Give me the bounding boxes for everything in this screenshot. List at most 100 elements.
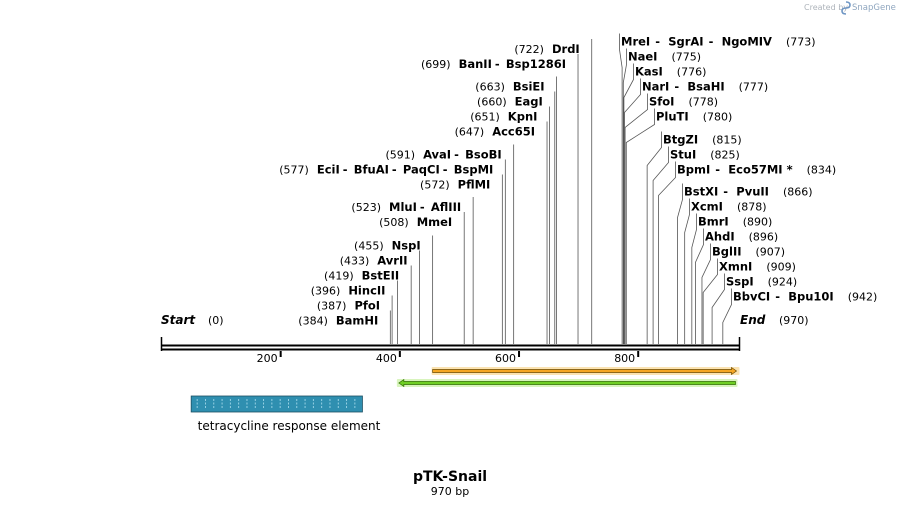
enzyme-name: MmeI [417, 215, 453, 229]
enzyme-name: EagI [515, 95, 543, 109]
site-position: (773) [786, 36, 816, 49]
site-hincii[interactable]: (396) HincII [311, 284, 386, 298]
site-position: (815) [712, 134, 742, 147]
site-naei[interactable]: NaeI (775) [628, 50, 701, 64]
site-ecii[interactable]: (577) EciI - BfuAI - PaqCI - BspMI [279, 163, 493, 177]
site-position: (780) [703, 111, 733, 124]
leader-line [684, 198, 690, 344]
site-position: (508) [379, 216, 409, 229]
tetracycline-response-element[interactable] [190, 395, 363, 413]
site-eagi[interactable]: (660) EagI [477, 95, 543, 109]
leader-line [702, 258, 718, 344]
site-bstxi[interactable]: BstXI - PvuII (866) [684, 185, 813, 199]
start-label: Start [161, 313, 196, 327]
site-position: (777) [739, 81, 769, 94]
enzyme-separator: - [343, 163, 348, 177]
site-bsteii[interactable]: (419) BstEII [324, 269, 399, 283]
enzyme-name: PluTI [656, 110, 689, 124]
site-mlui[interactable]: (523) MluI - AflIII [351, 200, 461, 214]
site-drdi[interactable]: (722) DrdI [514, 42, 579, 56]
site-pfoi[interactable]: (387) PfoI [317, 299, 380, 313]
site-position: (825) [710, 149, 740, 162]
leader-line [722, 288, 732, 344]
enzyme-separator: - [775, 290, 780, 304]
ruler-tick-label: 200 [257, 352, 278, 365]
site-sspi[interactable]: SspI (924) [726, 275, 797, 289]
restriction-sites-left: (384) BamHI(387) PfoI (396) HincII(419) BstEI… [279, 42, 579, 328]
site-ahdi[interactable]: AhdI (896) [705, 230, 778, 244]
site-bsiei[interactable]: (663) BsiEI [475, 80, 544, 94]
site-btgzi[interactable]: BtgZI (815) [663, 133, 742, 147]
enzyme-separator: - [392, 163, 397, 177]
watermark-text: Created by [804, 3, 848, 12]
site-position: (384) [298, 315, 328, 328]
sequence-backbone [160, 337, 741, 351]
leader-line [625, 108, 655, 344]
enzyme-name: BamHI [336, 314, 378, 328]
site-stui[interactable]: StuI (825) [670, 148, 740, 162]
enzyme-name: BbvCI [733, 290, 770, 304]
site-position: (419) [324, 270, 354, 283]
site-position: (699) [421, 58, 451, 71]
enzyme-name: NgoMIV [722, 35, 772, 49]
site-avrii[interactable]: (433) AvrII [340, 254, 408, 268]
site-acc65i[interactable]: (647) Acc65I [455, 125, 535, 139]
site-position: (942) [848, 291, 878, 304]
enzyme-name: KpnI [508, 110, 538, 124]
enzyme-name: XmnI [719, 260, 752, 274]
site-position: (909) [766, 261, 796, 274]
enzyme-name: KasI [635, 65, 663, 79]
reverse-orf-arrow[interactable] [398, 378, 736, 388]
site-position: (396) [311, 285, 341, 298]
enzyme-name: SfoI [649, 95, 674, 109]
site-position: (647) [455, 126, 485, 139]
enzyme-separator: - [655, 35, 660, 49]
enzyme-name: AhdI [705, 230, 735, 244]
site-pflmi[interactable]: (572) PflMI [420, 178, 490, 192]
enzyme-name: Bpu10I [788, 290, 833, 304]
site-position: (577) [279, 164, 309, 177]
enzyme-name: BmrI [698, 215, 729, 229]
leader-line [677, 183, 683, 344]
forward-orf-arrow[interactable] [432, 366, 738, 376]
start-position: (0) [208, 314, 224, 327]
site-xcmi[interactable]: XcmI (878) [691, 200, 767, 214]
watermark-brand: SnapGene [852, 3, 896, 13]
enzyme-name: BstXI [684, 185, 718, 199]
site-bpmi[interactable]: BpmI - Eco57MI * (834) [677, 163, 836, 177]
enzyme-name: BstEII [362, 269, 400, 283]
site-avai[interactable]: (591) AvaI - BsoBI [385, 148, 501, 162]
site-kpni[interactable]: (651) KpnI [470, 110, 537, 124]
site-nspi[interactable]: (455) NspI [354, 239, 421, 253]
site-sfoi[interactable]: SfoI (778) [649, 95, 718, 109]
site-bmri[interactable]: BmrI (890) [698, 215, 772, 229]
restriction-sites-right: MreI - SgrAI - NgoMIV (773)NaeI (775)KasI (776)… [621, 35, 877, 304]
site-xmni[interactable]: XmnI (909) [719, 260, 796, 274]
site-position: (866) [783, 186, 813, 199]
site-position: (722) [514, 43, 544, 56]
site-pluti[interactable]: PluTI (780) [656, 110, 732, 124]
enzyme-name: PaqCI [403, 163, 440, 177]
site-position: (523) [351, 201, 381, 214]
site-nari[interactable]: NarI - BsaHI (777) [642, 80, 768, 94]
enzyme-separator: - [420, 200, 425, 214]
site-position: (776) [677, 66, 707, 79]
leader-line [622, 48, 627, 344]
site-banii[interactable]: (699) BanII - Bsp1286I [421, 57, 566, 71]
site-mmei[interactable]: (508) MmeI [379, 215, 452, 229]
site-position: (896) [749, 231, 779, 244]
enzyme-name: BanII [459, 57, 492, 71]
enzyme-name: MreI [621, 35, 650, 49]
site-mrei[interactable]: MreI - SgrAI - NgoMIV (773) [621, 35, 816, 49]
enzyme-name: AflIII [431, 200, 461, 214]
site-position: (924) [768, 276, 798, 289]
enzyme-name: PflMI [458, 178, 491, 192]
site-kasi[interactable]: KasI (776) [635, 65, 706, 79]
leader-line [624, 78, 641, 344]
site-bamhi[interactable]: (384) BamHI [298, 314, 378, 328]
site-bbvci[interactable]: BbvCI - Bpu10I (942) [733, 290, 877, 304]
site-position: (907) [756, 246, 786, 259]
site-position: (591) [385, 149, 415, 162]
enzyme-name: DrdI [552, 42, 580, 56]
site-bglii[interactable]: BglII (907) [712, 245, 785, 259]
